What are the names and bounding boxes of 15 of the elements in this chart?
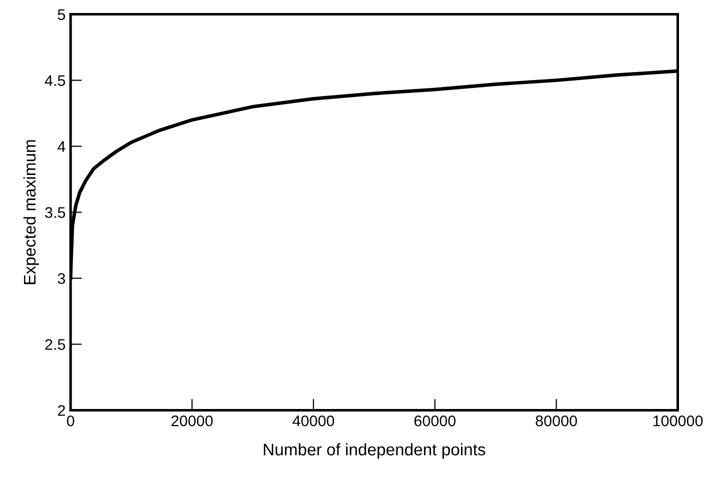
y-tick-label: 5 bbox=[58, 9, 66, 20]
y-axis-title: Expected maximum bbox=[23, 140, 39, 284]
x-tick-label: 100000 bbox=[653, 415, 703, 426]
y-tick-label: 4.5 bbox=[44, 75, 66, 86]
x-axis-title: Number of independent points bbox=[264, 443, 486, 459]
y-tick-label: 4 bbox=[58, 141, 66, 152]
x-tick-label: 40000 bbox=[292, 415, 334, 426]
x-tick-label: 80000 bbox=[536, 415, 577, 426]
x-tick-label: 60000 bbox=[414, 415, 456, 426]
y-tick-label: 2.5 bbox=[45, 339, 66, 350]
y-tick-label: 3.5 bbox=[45, 207, 66, 218]
x-tick-label: 0 bbox=[66, 415, 74, 426]
x-tick-label: 20000 bbox=[172, 415, 213, 426]
y-tick-label: 3 bbox=[58, 273, 66, 284]
y-tick-label: 2 bbox=[58, 405, 65, 416]
